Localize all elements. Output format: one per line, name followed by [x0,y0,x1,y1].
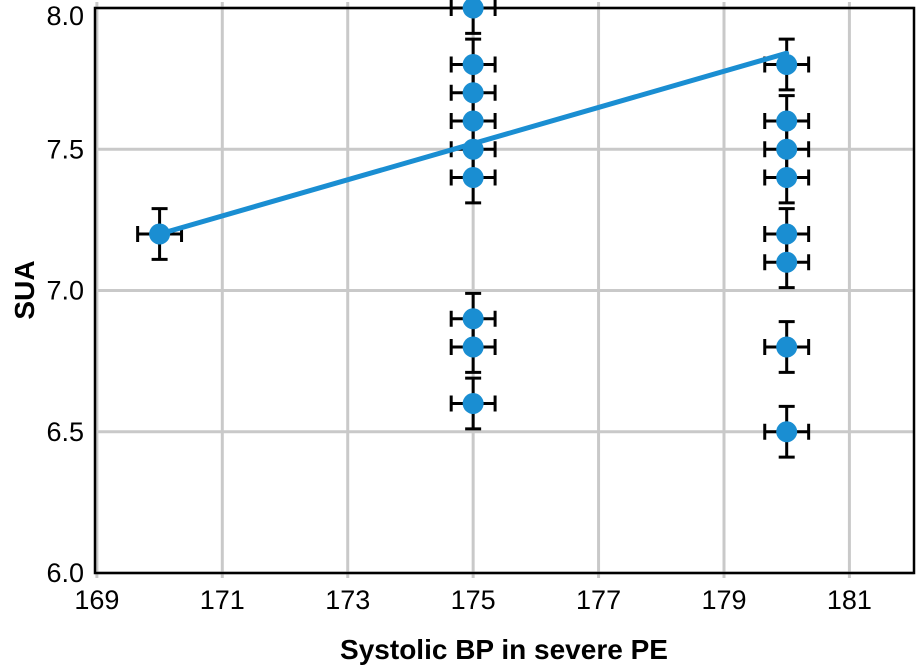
data-point [462,138,484,160]
data-point [462,336,484,358]
data-point [149,223,171,245]
data-point [462,54,484,75]
data-point [776,138,798,160]
data-point [462,110,484,132]
data-point [776,251,798,273]
y-tick-label: 6.0 [46,558,84,588]
data-point [462,0,484,19]
y-tick-label: 7.0 [46,276,84,306]
x-tick-label: 177 [576,585,621,615]
x-tick-label: 173 [325,585,370,615]
data-point [462,308,484,330]
data-point [462,393,484,414]
y-tick-label: 8.0 [46,1,84,31]
data-point [776,167,798,188]
x-tick-labels: 169 171 173 175 177 179 181 [74,585,872,615]
data-point [776,421,798,443]
x-tick-label: 179 [701,585,746,615]
data-point [462,167,484,188]
data-point [776,110,798,132]
y-tick-label: 6.5 [46,417,84,447]
x-tick-label: 169 [74,585,119,615]
y-axis-title: SUA [9,260,40,319]
data-point [462,82,484,104]
data-point [776,54,798,75]
x-axis-title: Systolic BP in severe PE [340,634,668,665]
data-points [149,0,798,443]
data-point [776,223,798,245]
y-tick-label: 7.5 [46,134,84,164]
y-tick-labels: 6.0 6.5 7.0 7.5 8.0 [46,1,84,588]
x-tick-label: 171 [200,585,245,615]
plot-border [93,6,916,575]
x-tick-label: 181 [827,585,872,615]
x-tick-label: 175 [451,585,496,615]
data-point [776,336,798,358]
gridlines [95,2,914,578]
